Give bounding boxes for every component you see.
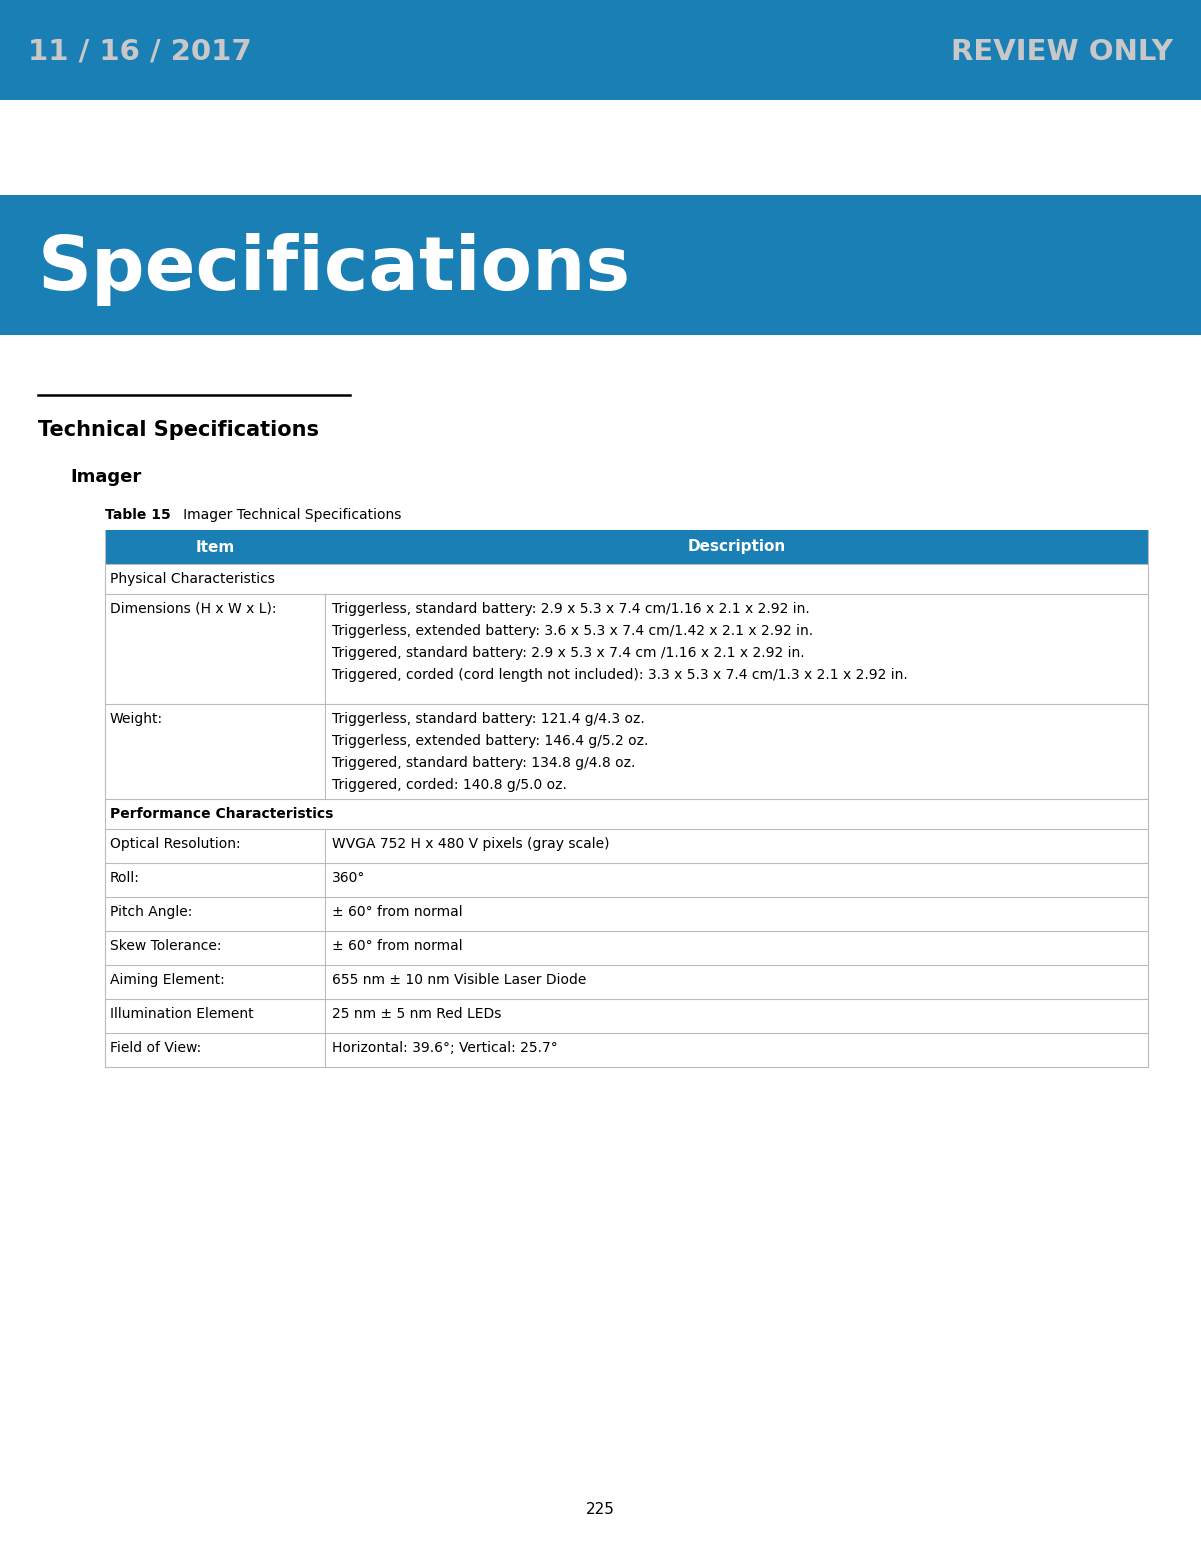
Text: Optical Resolution:: Optical Resolution: [110,837,240,851]
Text: 225: 225 [586,1502,615,1517]
Text: WVGA 752 H x 480 V pixels (gray scale): WVGA 752 H x 480 V pixels (gray scale) [331,837,609,851]
Text: Triggered, corded: 140.8 g/5.0 oz.: Triggered, corded: 140.8 g/5.0 oz. [331,778,567,792]
Text: Triggerless, standard battery: 121.4 g/4.3 oz.: Triggerless, standard battery: 121.4 g/4… [331,711,645,725]
Text: Aiming Element:: Aiming Element: [110,973,225,987]
Text: Imager: Imager [70,468,142,487]
Bar [104,530,1148,564]
Text: Technical Specifications: Technical Specifications [38,420,319,440]
Text: Triggered, corded (cord length not included): 3.3 x 5.3 x 7.4 cm/1.3 x 2.1 x 2.9: Triggered, corded (cord length not inclu… [331,668,908,682]
Text: Triggerless, extended battery: 146.4 g/5.2 oz.: Triggerless, extended battery: 146.4 g/5… [331,735,649,749]
Text: Triggered, standard battery: 134.8 g/4.8 oz.: Triggered, standard battery: 134.8 g/4.8… [331,756,635,770]
Text: Triggerless, standard battery: 2.9 x 5.3 x 7.4 cm/1.16 x 2.1 x 2.92 in.: Triggerless, standard battery: 2.9 x 5.3… [331,601,809,615]
Text: Dimensions (H x W x L):: Dimensions (H x W x L): [110,601,276,615]
Text: Item: Item [196,539,234,555]
Text: Pitch Angle:: Pitch Angle: [110,905,192,919]
Text: ± 60° from normal: ± 60° from normal [331,905,462,919]
Text: 360°: 360° [331,871,365,885]
Text: Illumination Element: Illumination Element [110,1008,253,1021]
Text: REVIEW ONLY: REVIEW ONLY [951,39,1173,67]
Text: Imager Technical Specifications: Imager Technical Specifications [171,508,401,522]
Text: Weight:: Weight: [110,711,163,725]
Text: Specifications: Specifications [38,232,631,305]
Text: Triggerless, extended battery: 3.6 x 5.3 x 7.4 cm/1.42 x 2.1 x 2.92 in.: Triggerless, extended battery: 3.6 x 5.3… [331,625,813,639]
Text: Skew Tolerance:: Skew Tolerance: [110,939,221,953]
Text: Field of View:: Field of View: [110,1042,202,1056]
Text: Physical Characteristics: Physical Characteristics [110,572,275,586]
Text: Performance Characteristics: Performance Characteristics [110,808,334,822]
Text: Description: Description [687,539,785,555]
Text: Triggered, standard battery: 2.9 x 5.3 x 7.4 cm /1.16 x 2.1 x 2.92 in.: Triggered, standard battery: 2.9 x 5.3 x… [331,646,805,660]
Text: ± 60° from normal: ± 60° from normal [331,939,462,953]
Text: Horizontal: 39.6°; Vertical: 25.7°: Horizontal: 39.6°; Vertical: 25.7° [331,1042,557,1056]
Text: 25 nm ± 5 nm Red LEDs: 25 nm ± 5 nm Red LEDs [331,1008,501,1021]
Text: 655 nm ± 10 nm Visible Laser Diode: 655 nm ± 10 nm Visible Laser Diode [331,973,586,987]
Text: Table 15: Table 15 [104,508,171,522]
Text: 11 / 16 / 2017: 11 / 16 / 2017 [28,39,252,67]
Bar [0,195,1201,335]
Text: Roll:: Roll: [110,871,139,885]
Bar [0,0,1201,101]
